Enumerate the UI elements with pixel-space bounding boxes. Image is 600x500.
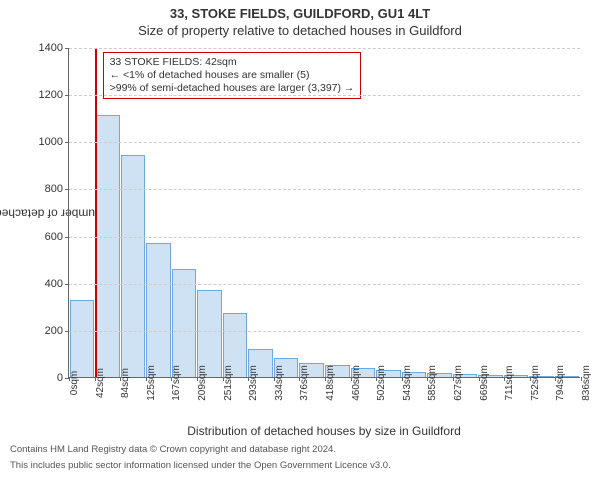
annotation-line-2: ← <1% of detached houses are smaller (5) (110, 69, 355, 82)
xtick-label: 502sqm (376, 365, 387, 401)
xtick: 293sqm (248, 377, 249, 381)
grid-line (69, 331, 580, 332)
xtick: 627sqm (453, 377, 454, 381)
xtick-label: 418sqm (325, 365, 336, 401)
ytick-mark (65, 331, 69, 332)
histogram-bar (146, 243, 171, 377)
ytick-mark (65, 142, 69, 143)
grid-line (69, 189, 580, 190)
xtick-label: 627sqm (453, 365, 464, 401)
xtick: 418sqm (325, 377, 326, 381)
histogram-bar (95, 115, 120, 377)
histogram-bar (197, 290, 222, 377)
ytick-mark (65, 284, 69, 285)
xtick-label: 669sqm (479, 365, 490, 401)
annotation-box: 33 STOKE FIELDS: 42sqm ← <1% of detached… (103, 52, 362, 99)
grid-line (69, 284, 580, 285)
xtick: 585sqm (427, 377, 428, 381)
attribution-line-1: Contains HM Land Registry data © Crown c… (0, 440, 600, 456)
xtick: 460sqm (351, 377, 352, 381)
xtick-label: 794sqm (555, 365, 566, 401)
ytick-mark (65, 48, 69, 49)
xtick-label: 0sqm (69, 371, 80, 395)
xtick-label: 711sqm (504, 366, 515, 401)
xtick: 0sqm (69, 377, 70, 381)
xtick: 502sqm (376, 377, 377, 381)
reference-line (95, 48, 97, 377)
ytick-mark (65, 237, 69, 238)
grid-line (69, 48, 580, 49)
xtick-label: 585sqm (427, 365, 438, 401)
chart-container: Number of detached properties 33 STOKE F… (10, 42, 590, 440)
xtick-label: 543sqm (402, 365, 413, 401)
xtick-label: 293sqm (248, 365, 259, 401)
xtick: 752sqm (530, 377, 531, 381)
xtick-label: 125sqm (146, 365, 157, 401)
xtick-label: 376sqm (299, 365, 310, 401)
xtick-label: 209sqm (197, 365, 208, 401)
xtick-label: 42sqm (95, 368, 106, 398)
plot-area: 33 STOKE FIELDS: 42sqm ← <1% of detached… (68, 48, 580, 378)
ytick-mark (65, 189, 69, 190)
xtick-label: 836sqm (581, 365, 592, 401)
xtick: 251sqm (223, 377, 224, 381)
xtick-label: 460sqm (351, 365, 362, 401)
xtick: 42sqm (95, 377, 96, 381)
histogram-bar (172, 269, 197, 377)
histogram-bar (70, 300, 95, 377)
xtick-label: 251sqm (223, 365, 234, 401)
xtick-label: 334sqm (274, 365, 285, 401)
grid-line (69, 95, 580, 96)
xtick: 669sqm (479, 377, 480, 381)
xtick: 334sqm (274, 377, 275, 381)
grid-line (69, 237, 580, 238)
x-axis-label: Distribution of detached houses by size … (68, 424, 580, 438)
xtick: 794sqm (555, 377, 556, 381)
grid-line (69, 142, 580, 143)
xtick: 711sqm (504, 377, 505, 381)
xtick: 84sqm (120, 377, 121, 381)
attribution-line-2: This includes public sector information … (0, 456, 600, 472)
xtick: 376sqm (299, 377, 300, 381)
xtick-label: 167sqm (171, 365, 182, 401)
xtick: 209sqm (197, 377, 198, 381)
xtick: 836sqm (581, 377, 582, 381)
chart-title-sub: Size of property relative to detached ho… (0, 21, 600, 42)
xtick-label: 84sqm (120, 368, 131, 398)
xtick-label: 752sqm (530, 365, 541, 401)
xtick: 125sqm (146, 377, 147, 381)
ytick-mark (65, 95, 69, 96)
xtick: 167sqm (171, 377, 172, 381)
xtick: 543sqm (402, 377, 403, 381)
chart-title-main: 33, STOKE FIELDS, GUILDFORD, GU1 4LT (0, 0, 600, 21)
annotation-line-1: 33 STOKE FIELDS: 42sqm (110, 56, 355, 69)
annotation-line-3: >99% of semi-detached houses are larger … (110, 82, 355, 95)
